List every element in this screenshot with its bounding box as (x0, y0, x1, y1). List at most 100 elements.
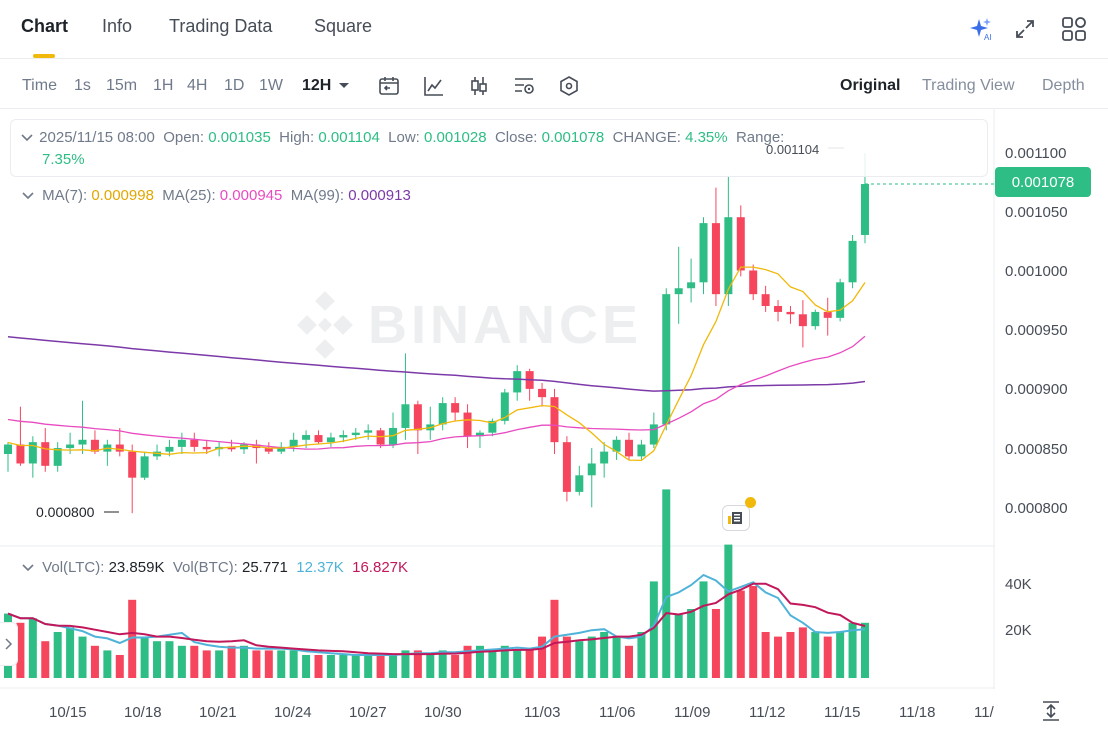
ma7-line (7, 266, 866, 462)
volume-bar (587, 636, 596, 678)
interval-4h[interactable]: 4H (187, 77, 208, 94)
sidebar-collapse-handle[interactable] (0, 622, 18, 666)
chevron-down-icon[interactable] (338, 82, 350, 90)
fit-height-icon[interactable] (1040, 700, 1062, 722)
candle-body (227, 446, 236, 450)
tab-info[interactable]: Info (102, 16, 133, 36)
candle-body (339, 435, 348, 438)
tab-square[interactable]: Square (314, 16, 373, 36)
volume-bar (662, 489, 671, 678)
volume-bar (475, 645, 484, 678)
volume-bar (848, 622, 857, 678)
ma7-label: MA(7): (42, 187, 88, 204)
ai-sparkle-icon[interactable]: AI (968, 16, 994, 42)
high-marker-label: 0.001104 (766, 142, 820, 157)
candle-body (41, 442, 50, 466)
candle-body (451, 403, 460, 413)
candle-body (575, 475, 584, 492)
price-tick: 0.000900 (1005, 381, 1068, 398)
date-tick: 10/27 (349, 704, 387, 721)
volume-bar (28, 618, 37, 678)
candle-body (711, 223, 720, 295)
candle-body (811, 311, 820, 327)
candle-body (836, 282, 845, 318)
volume-bar (488, 650, 497, 678)
volume-bar (550, 599, 559, 678)
candle-body (376, 430, 385, 445)
candle-body (587, 463, 596, 476)
interval-1d[interactable]: 1D (224, 77, 245, 94)
candle-body (165, 446, 174, 452)
volume-bar (140, 636, 149, 678)
view-trading-view[interactable]: Trading View (922, 77, 1015, 94)
line-chart-icon[interactable] (422, 74, 446, 98)
candle-body (90, 439, 99, 452)
calendar-goto-icon[interactable] (377, 74, 401, 98)
candle-body (860, 184, 869, 235)
interval-1w[interactable]: 1W (259, 77, 283, 94)
view-original[interactable]: Original (840, 77, 901, 94)
news-icon (728, 512, 742, 524)
current-price-tag: 0.001078 (995, 167, 1091, 197)
date-tick: 11/ (974, 704, 994, 721)
ma99-label: MA(99): (290, 187, 345, 204)
volume-bar (90, 645, 99, 678)
candle-body (239, 444, 248, 450)
candle-body (798, 314, 807, 327)
low-label: Low: (388, 129, 420, 146)
volume-bar (339, 655, 348, 678)
volume-bar (463, 645, 472, 678)
candle-body (264, 448, 273, 452)
indicators-icon[interactable] (512, 74, 536, 98)
volume-bar (376, 655, 385, 678)
open-value: 0.001035 (208, 129, 271, 146)
candlestick-icon[interactable] (467, 74, 491, 98)
vol-btc-value: 25.771 (242, 559, 288, 576)
volume-bar (41, 641, 50, 678)
volume-tick: 20K (1005, 622, 1032, 639)
volume-bar (724, 544, 733, 678)
volume-bar (774, 636, 783, 678)
interval-1s[interactable]: 1s (74, 77, 91, 94)
event-badge[interactable] (722, 505, 750, 531)
interval-15m[interactable]: 15m (106, 77, 138, 94)
ma-collapse-icon[interactable] (22, 192, 34, 200)
volume-bar (115, 655, 124, 678)
interval-1h[interactable]: 1H (153, 77, 174, 94)
change-label: CHANGE: (612, 129, 681, 146)
volume-bar (53, 632, 62, 678)
date-tick: 10/15 (49, 704, 87, 721)
volume-collapse-icon[interactable] (22, 564, 34, 572)
interval-time[interactable]: Time (22, 77, 57, 94)
volume-bar (16, 622, 25, 678)
layout-grid-icon[interactable] (1061, 16, 1087, 42)
tab-chart[interactable]: Chart (21, 16, 69, 36)
volume-bar (823, 636, 832, 678)
ma7-value: 0.000998 (91, 187, 154, 204)
candle-body (612, 439, 621, 452)
candle-body (488, 420, 497, 433)
candle-body (53, 448, 62, 466)
toolbar-divider (0, 108, 1108, 109)
tab-trading-data[interactable]: Trading Data (169, 16, 273, 36)
volume-bar (562, 636, 571, 678)
candle-body (4, 444, 12, 454)
candle-body (674, 288, 683, 295)
volume-bar (289, 650, 298, 678)
candle-body (724, 217, 733, 295)
binance-watermark: BINANCE (290, 290, 642, 360)
low-marker-label: 0.000800 (36, 504, 95, 520)
candle-body (302, 435, 311, 440)
ma-legend: MA(7): 0.000998 MA(25): 0.000945 MA(99):… (22, 187, 411, 204)
collapse-chevron-icon[interactable] (21, 124, 35, 152)
svg-text:AI: AI (984, 33, 992, 42)
high-value: 0.001104 (318, 129, 380, 146)
candle-body (786, 311, 795, 315)
settings-hexagon-icon[interactable] (557, 74, 581, 98)
expand-icon[interactable] (1014, 18, 1036, 40)
interval-12h[interactable]: 12H (302, 77, 332, 94)
candle-body (475, 432, 484, 437)
view-depth[interactable]: Depth (1042, 77, 1085, 94)
candle-body (16, 444, 25, 464)
candle-body (823, 311, 832, 318)
